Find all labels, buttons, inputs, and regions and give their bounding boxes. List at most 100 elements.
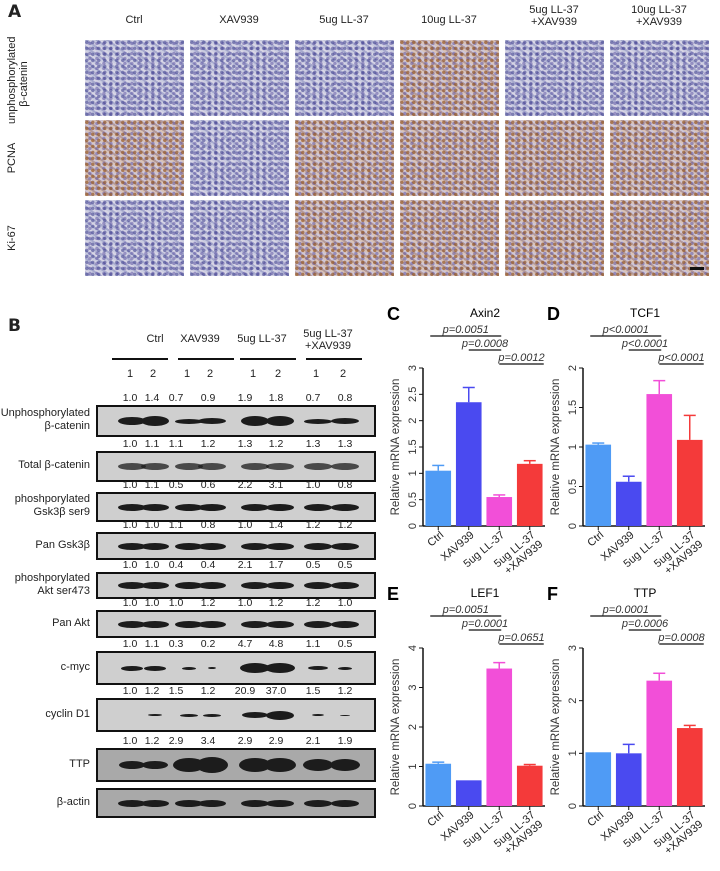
p-value-label: p<0.0001 — [602, 324, 649, 336]
bar — [486, 497, 513, 526]
ihc-image — [610, 120, 709, 196]
y-tick-label: 0.5 — [407, 492, 419, 507]
blot-band — [118, 503, 146, 511]
band-quantification: 1.0 — [144, 559, 160, 571]
y-tick-label: 0 — [407, 523, 419, 529]
band-quantification: 0.8 — [200, 519, 216, 531]
ihc-image — [400, 40, 499, 116]
blot-band — [331, 799, 359, 807]
blot-label: Unphosphorylated β-catenin — [0, 407, 90, 432]
y-tick-label: 0 — [567, 803, 579, 809]
blot-band — [121, 665, 143, 671]
group-line — [112, 358, 168, 360]
panel-label: C — [387, 304, 400, 324]
blot-band — [266, 582, 294, 589]
bar — [615, 481, 642, 526]
chart-title: LEF1 — [471, 586, 500, 600]
bar — [425, 470, 452, 526]
blot-band — [266, 710, 294, 720]
chart-d: D TCF1 Relative mRNA expression 0 0.5 1 1.5 2 Ct… — [547, 304, 705, 577]
panel-a-label: A — [8, 2, 22, 22]
p-value-label: p=0.0051 — [442, 604, 489, 616]
y-tick-label: 1 — [407, 763, 419, 769]
band-quantification: 2.2 — [237, 479, 253, 491]
blot-band — [118, 582, 146, 589]
blot-label: Pan Gsk3β — [35, 538, 90, 551]
blot-band — [304, 418, 332, 424]
band-quantification: 1.0 — [122, 597, 138, 609]
y-tick-label: 2 — [407, 418, 419, 424]
band-quantification: 1.1 — [305, 638, 321, 650]
blot-band — [266, 542, 294, 550]
y-tick-label: 2.5 — [407, 387, 419, 402]
y-axis-label: Relative mRNA expression — [550, 659, 562, 796]
blot-band — [304, 582, 332, 589]
chart-c: C Axin2 Relative mRNA expression 0 0.5 1 1.5 2 2… — [387, 304, 545, 577]
band-quantification: 2.1 — [305, 735, 321, 747]
blot-band — [239, 758, 271, 772]
band-quantification: 1.0 — [237, 597, 253, 609]
group-line — [240, 358, 296, 360]
ihc-image — [610, 200, 709, 276]
band-quantification: 2.9 — [237, 735, 253, 747]
chart-title: Axin2 — [470, 306, 500, 320]
band-quantification: 1.5 — [305, 685, 321, 697]
band-quantification: 1.3 — [305, 438, 321, 450]
band-quantification: 1.2 — [200, 597, 216, 609]
x-tick-label: Ctrl — [585, 809, 606, 829]
blot-band — [180, 713, 198, 717]
band-quantification: 1.0 — [144, 597, 160, 609]
blot-band — [304, 620, 332, 628]
blot-label: phoshporylated Akt ser473 — [14, 571, 90, 597]
blot-band — [118, 417, 146, 425]
column-header: 10ug LL-37 +XAV939 — [631, 4, 687, 28]
blot-band — [241, 582, 269, 589]
blot-band — [241, 463, 269, 470]
group-line — [178, 358, 234, 360]
group-header: Ctrl — [146, 333, 164, 345]
blot-band — [141, 542, 169, 550]
blot-band — [304, 503, 332, 511]
band-quantification: 1.0 — [122, 438, 138, 450]
blot-band — [266, 799, 294, 807]
y-tick-label: 1.5 — [567, 400, 579, 415]
ihc-image — [190, 40, 289, 116]
bar — [646, 394, 673, 526]
bar — [516, 463, 543, 526]
band-quantification: 1.0 — [122, 735, 138, 747]
p-value-label: p=0.0001 — [602, 604, 649, 616]
y-tick-label: 1 — [567, 444, 579, 450]
p-value-label: p=0.0651 — [497, 632, 544, 644]
p-value-label: p=0.0008 — [657, 632, 705, 644]
y-tick-label: 0.5 — [567, 479, 579, 494]
blot-strip — [96, 651, 376, 685]
blot-band — [118, 620, 146, 628]
y-tick-label: 4 — [407, 645, 419, 651]
ihc-image — [85, 200, 184, 276]
p-value-label: p<0.0001 — [657, 352, 704, 364]
band-quantification: 1.5 — [168, 685, 184, 697]
bar — [455, 402, 482, 526]
band-quantification: 1.4 — [268, 519, 284, 531]
band-quantification: 1.2 — [305, 597, 321, 609]
blot-band — [266, 416, 294, 426]
x-tick-label-line: Ctrl — [585, 809, 606, 829]
blot-band — [266, 463, 294, 470]
chart-title: TTP — [634, 586, 657, 600]
bar — [676, 439, 703, 526]
y-axis-label: Relative mRNA expression — [390, 659, 402, 796]
blot-band — [175, 542, 203, 550]
group-header: XAV939 — [180, 333, 220, 345]
band-quantification: 1.0 — [122, 559, 138, 571]
band-quantification: 1.9 — [237, 392, 253, 404]
band-quantification: 0.5 — [337, 559, 353, 571]
ihc-image — [400, 200, 499, 276]
p-value-label: p=0.0006 — [621, 618, 669, 630]
panel-label: F — [547, 584, 558, 604]
ihc-image — [610, 40, 709, 116]
band-quantification: 1.0 — [168, 597, 184, 609]
y-tick-label: 1 — [407, 470, 419, 476]
p-value-label: p=0.0012 — [497, 352, 544, 364]
